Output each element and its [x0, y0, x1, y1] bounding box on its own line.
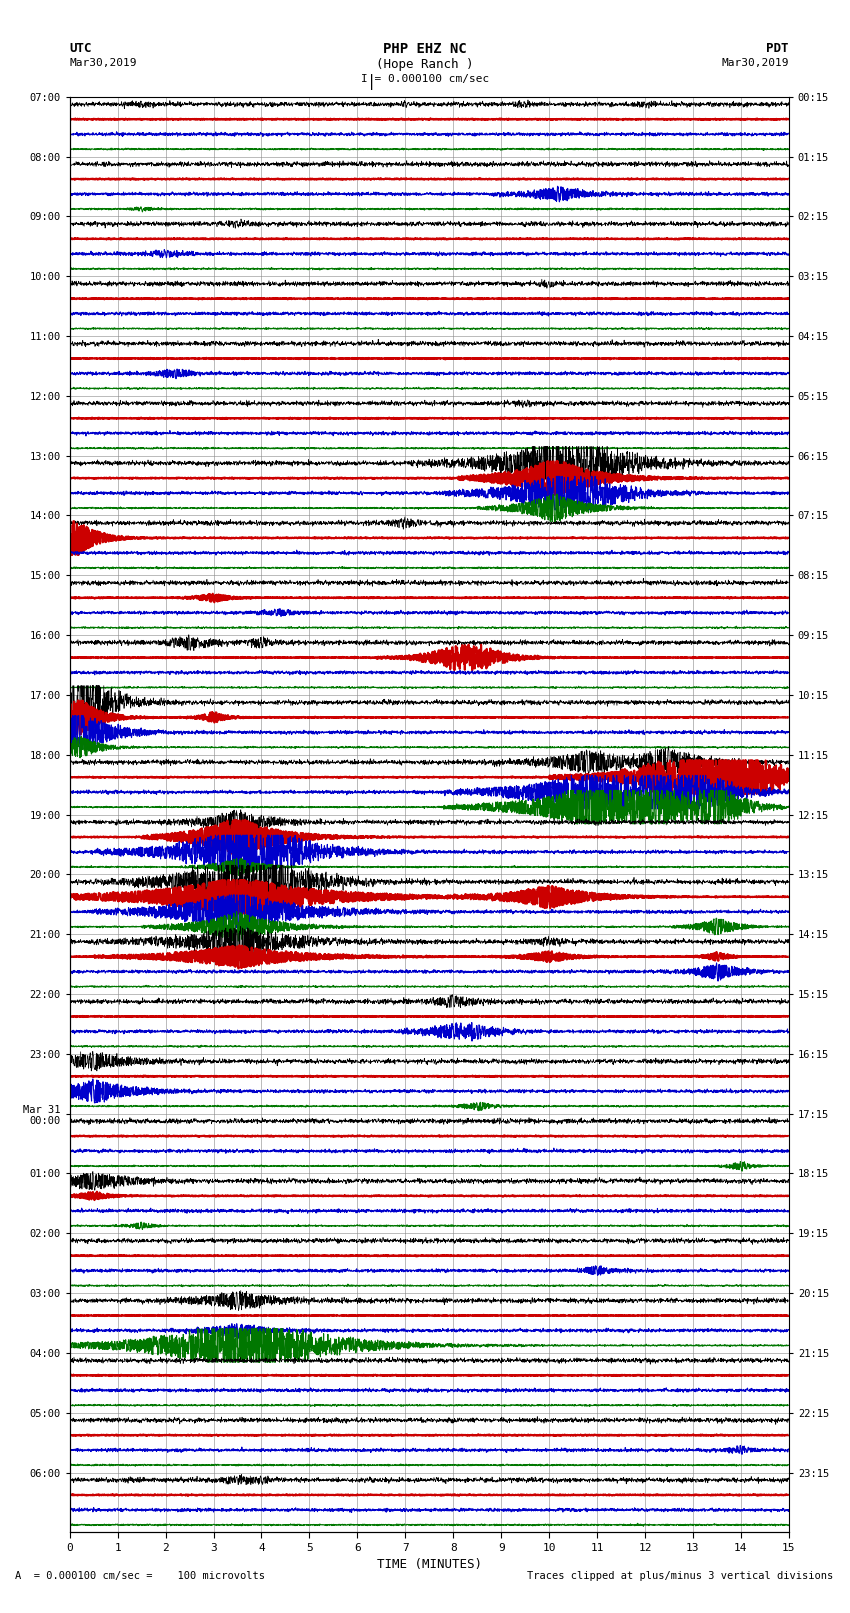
Text: Mar30,2019: Mar30,2019: [70, 58, 137, 68]
Text: UTC: UTC: [70, 42, 92, 55]
Text: Traces clipped at plus/minus 3 vertical divisions: Traces clipped at plus/minus 3 vertical …: [527, 1571, 833, 1581]
Text: (Hope Ranch ): (Hope Ranch ): [377, 58, 473, 71]
Text: PDT: PDT: [767, 42, 789, 55]
Text: A  = 0.000100 cm/sec =    100 microvolts: A = 0.000100 cm/sec = 100 microvolts: [15, 1571, 265, 1581]
Text: I = 0.000100 cm/sec: I = 0.000100 cm/sec: [361, 74, 489, 84]
Text: Mar30,2019: Mar30,2019: [722, 58, 789, 68]
X-axis label: TIME (MINUTES): TIME (MINUTES): [377, 1558, 482, 1571]
Text: |: |: [367, 74, 377, 90]
Text: PHP EHZ NC: PHP EHZ NC: [383, 42, 467, 56]
